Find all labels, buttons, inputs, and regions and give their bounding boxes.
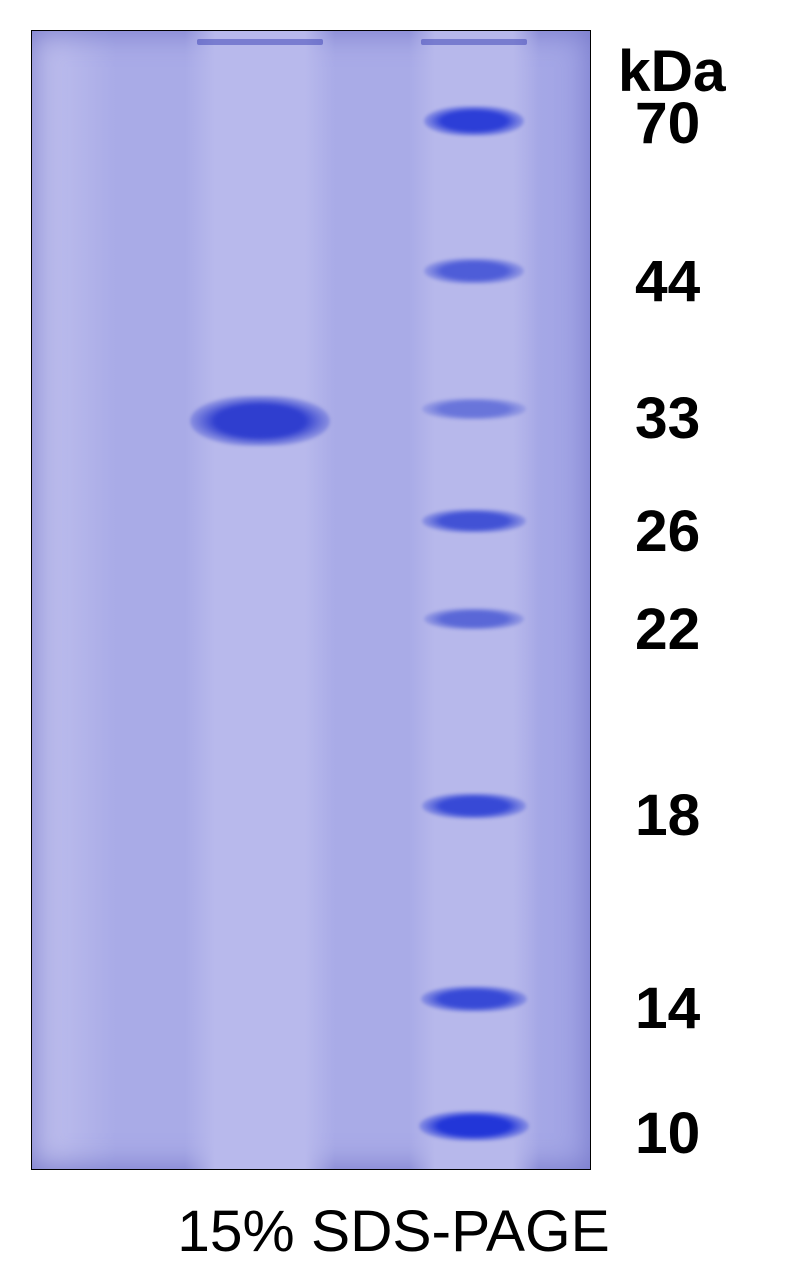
band-sample-0	[190, 396, 330, 446]
band-marker-1	[424, 258, 524, 284]
mw-label-22: 22	[635, 596, 700, 663]
gel-caption: 15% SDS-PAGE	[0, 1198, 787, 1265]
gel-frame	[31, 30, 591, 1170]
band-marker-4	[424, 608, 524, 630]
mw-label-18: 18	[635, 782, 700, 849]
mw-label-10: 10	[635, 1100, 700, 1167]
band-marker-6	[421, 986, 527, 1012]
band-marker-7	[419, 1111, 529, 1141]
band-marker-0	[424, 106, 524, 136]
mw-label-33: 33	[635, 385, 700, 452]
page-root: kDa 15% SDS-PAGE 7044332622181410	[0, 0, 787, 1280]
band-marker-2	[422, 398, 526, 420]
well-marker	[421, 39, 527, 45]
band-marker-5	[422, 793, 526, 819]
mw-label-14: 14	[635, 975, 700, 1042]
mw-label-44: 44	[635, 248, 700, 315]
band-marker-3	[422, 509, 526, 533]
well-sample	[197, 39, 323, 45]
mw-label-70: 70	[635, 90, 700, 157]
lane-sample	[185, 31, 335, 1169]
mw-label-26: 26	[635, 498, 700, 565]
